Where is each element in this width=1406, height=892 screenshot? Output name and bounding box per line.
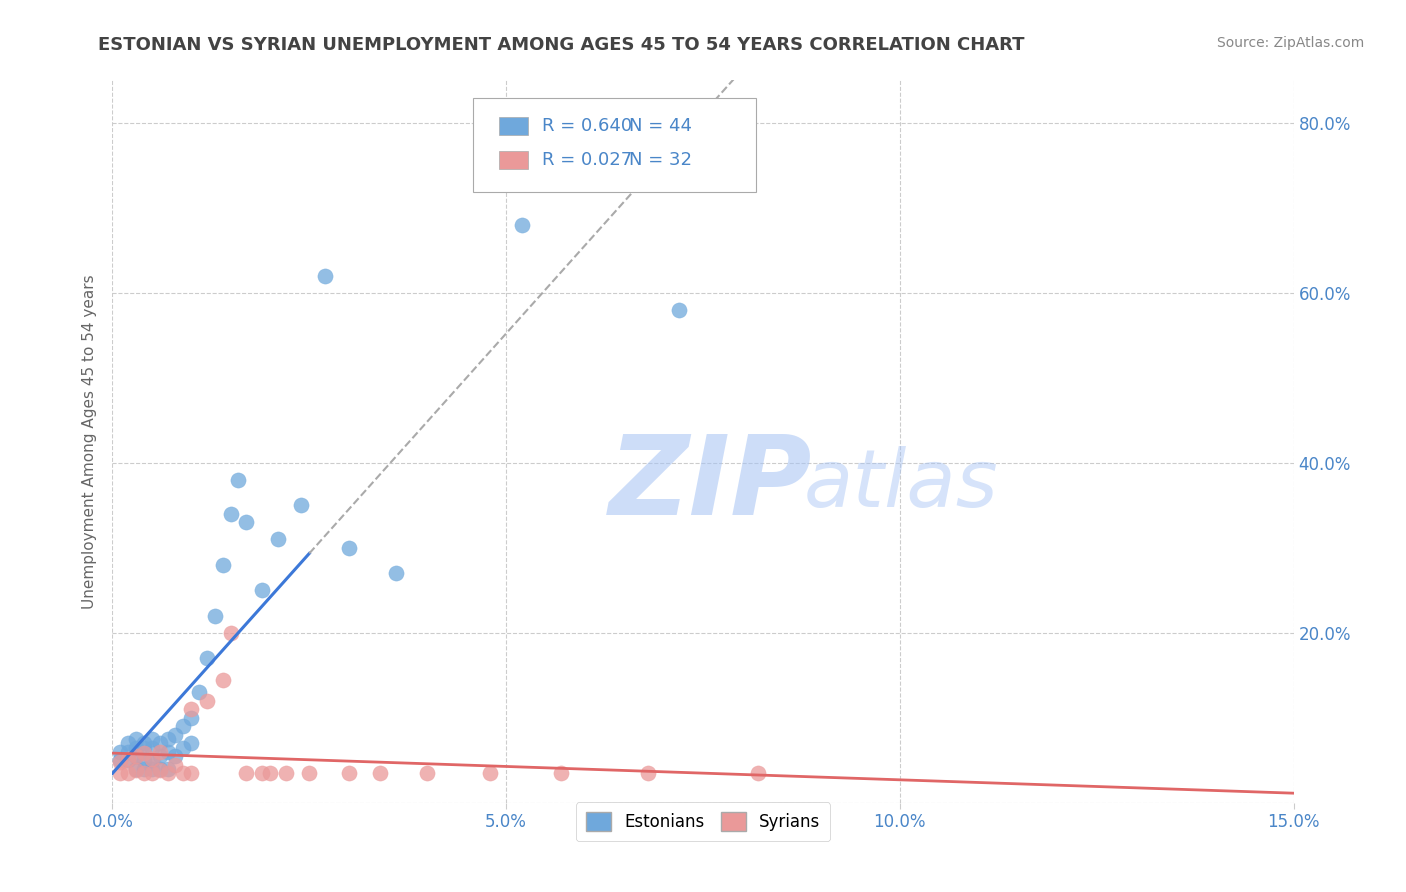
Point <box>117 736 139 750</box>
Text: N = 44: N = 44 <box>628 117 692 135</box>
Point <box>235 766 257 780</box>
Point <box>180 711 202 725</box>
Point <box>274 766 297 780</box>
Point <box>125 749 148 764</box>
Point <box>180 736 202 750</box>
Point <box>149 745 172 759</box>
Point <box>141 732 163 747</box>
Point <box>156 745 179 759</box>
Point <box>141 740 163 755</box>
Point <box>668 302 690 317</box>
Point <box>110 745 132 759</box>
Point <box>385 566 408 581</box>
Point <box>125 762 148 776</box>
FancyBboxPatch shape <box>499 117 529 135</box>
Point <box>132 762 155 776</box>
Point <box>416 766 439 780</box>
Point <box>165 757 187 772</box>
Point <box>290 498 312 512</box>
Text: R = 0.640: R = 0.640 <box>543 117 633 135</box>
Text: atlas: atlas <box>803 446 998 524</box>
Point <box>165 749 187 764</box>
Point <box>156 762 179 776</box>
Legend: Estonians, Syrians: Estonians, Syrians <box>575 802 831 841</box>
Point <box>337 766 360 780</box>
Point <box>117 751 139 765</box>
Point <box>180 702 202 716</box>
Point <box>235 516 257 530</box>
Text: ZIP: ZIP <box>609 432 813 539</box>
Point <box>195 651 218 665</box>
Point <box>125 740 148 755</box>
Point <box>250 583 273 598</box>
Point <box>204 608 226 623</box>
Point <box>259 766 281 780</box>
Point <box>125 749 148 764</box>
Point <box>298 766 321 780</box>
Point <box>211 673 233 687</box>
Point <box>314 268 336 283</box>
Point <box>165 728 187 742</box>
Point <box>550 766 572 780</box>
Point <box>132 753 155 767</box>
Point <box>172 740 194 755</box>
Text: ESTONIAN VS SYRIAN UNEMPLOYMENT AMONG AGES 45 TO 54 YEARS CORRELATION CHART: ESTONIAN VS SYRIAN UNEMPLOYMENT AMONG AG… <box>98 36 1025 54</box>
Point <box>250 766 273 780</box>
Point <box>132 740 155 755</box>
Point <box>141 751 163 765</box>
Point <box>211 558 233 572</box>
Point <box>188 685 211 699</box>
Point <box>219 507 242 521</box>
Point <box>110 755 132 769</box>
Point <box>267 533 290 547</box>
Point <box>368 766 391 780</box>
Point <box>156 766 179 780</box>
Y-axis label: Unemployment Among Ages 45 to 54 years: Unemployment Among Ages 45 to 54 years <box>82 274 97 609</box>
Point <box>172 766 194 780</box>
Point <box>337 541 360 555</box>
Point <box>125 732 148 747</box>
Point <box>510 218 533 232</box>
Point <box>219 625 242 640</box>
Text: N = 32: N = 32 <box>628 151 692 169</box>
Point <box>141 753 163 767</box>
Point <box>132 736 155 750</box>
Point <box>132 766 155 780</box>
Text: R = 0.027: R = 0.027 <box>543 151 633 169</box>
Point <box>180 766 202 780</box>
Point <box>149 749 172 764</box>
Point <box>110 753 132 767</box>
Point <box>172 719 194 733</box>
Point <box>132 747 155 761</box>
Point <box>141 762 163 776</box>
Point <box>195 694 218 708</box>
FancyBboxPatch shape <box>472 98 756 193</box>
Text: Source: ZipAtlas.com: Source: ZipAtlas.com <box>1216 36 1364 50</box>
Point <box>149 736 172 750</box>
Point <box>637 766 659 780</box>
Point <box>117 745 139 759</box>
Point <box>117 766 139 780</box>
Point <box>141 766 163 780</box>
Point <box>110 766 132 780</box>
Point <box>149 764 172 778</box>
Point <box>125 764 148 778</box>
Point <box>228 473 250 487</box>
Point <box>117 753 139 767</box>
Point <box>747 766 769 780</box>
Point <box>149 762 172 776</box>
FancyBboxPatch shape <box>499 151 529 169</box>
Point <box>479 766 502 780</box>
Point <box>156 732 179 747</box>
